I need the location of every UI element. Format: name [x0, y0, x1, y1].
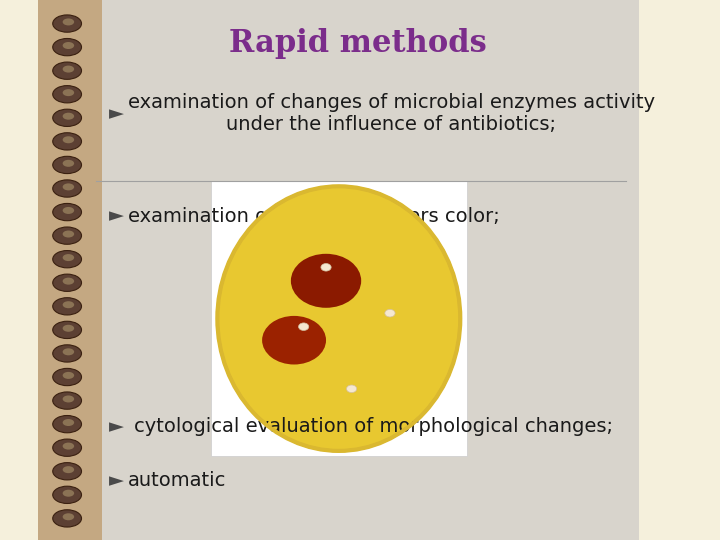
Ellipse shape — [63, 65, 74, 72]
Ellipse shape — [53, 15, 81, 32]
Ellipse shape — [63, 513, 74, 521]
Ellipse shape — [53, 38, 81, 56]
Ellipse shape — [53, 368, 81, 386]
Ellipse shape — [53, 156, 81, 173]
Ellipse shape — [63, 395, 74, 402]
Ellipse shape — [63, 419, 74, 426]
Ellipse shape — [53, 486, 81, 503]
Ellipse shape — [63, 160, 74, 167]
Ellipse shape — [53, 510, 81, 527]
Ellipse shape — [63, 325, 74, 332]
Ellipse shape — [63, 348, 74, 355]
Text: Rapid methods: Rapid methods — [229, 28, 487, 59]
Ellipse shape — [63, 42, 74, 49]
Ellipse shape — [53, 133, 81, 150]
Text: ►: ► — [109, 471, 124, 490]
Ellipse shape — [53, 109, 81, 126]
Ellipse shape — [53, 439, 81, 456]
Ellipse shape — [299, 323, 309, 330]
Ellipse shape — [291, 254, 361, 308]
Ellipse shape — [53, 298, 81, 315]
Bar — [211, 181, 467, 456]
Ellipse shape — [63, 443, 74, 450]
Text: ►: ► — [109, 206, 124, 226]
Ellipse shape — [53, 204, 81, 221]
Ellipse shape — [63, 89, 74, 96]
Ellipse shape — [53, 251, 81, 268]
Ellipse shape — [53, 86, 81, 103]
Ellipse shape — [63, 278, 74, 285]
Text: ►: ► — [109, 104, 124, 123]
Ellipse shape — [53, 392, 81, 409]
Ellipse shape — [63, 113, 74, 120]
Ellipse shape — [53, 415, 81, 433]
Ellipse shape — [385, 309, 395, 317]
Ellipse shape — [217, 186, 460, 451]
Ellipse shape — [53, 463, 81, 480]
Ellipse shape — [63, 18, 74, 25]
Ellipse shape — [63, 372, 74, 379]
Ellipse shape — [63, 301, 74, 308]
Ellipse shape — [262, 316, 326, 364]
Ellipse shape — [63, 231, 74, 238]
Ellipse shape — [63, 490, 74, 497]
Text: examination of redox-indicators color;: examination of redox-indicators color; — [128, 206, 500, 226]
Text: cytological evaluation of morphological changes;: cytological evaluation of morphological … — [134, 417, 613, 436]
Ellipse shape — [63, 254, 74, 261]
Ellipse shape — [53, 227, 81, 244]
Ellipse shape — [63, 136, 74, 143]
Ellipse shape — [321, 264, 331, 271]
Ellipse shape — [53, 62, 81, 79]
Bar — [38, 0, 102, 540]
Ellipse shape — [63, 184, 74, 191]
Text: automatic: automatic — [128, 471, 226, 490]
Ellipse shape — [53, 180, 81, 197]
Ellipse shape — [53, 274, 81, 292]
Text: examination of changes of microbial enzymes activity
under the influence of anti: examination of changes of microbial enzy… — [128, 93, 655, 134]
Ellipse shape — [63, 207, 74, 214]
FancyBboxPatch shape — [77, 0, 639, 540]
Ellipse shape — [63, 466, 74, 473]
Text: ►: ► — [109, 417, 124, 436]
Ellipse shape — [346, 385, 356, 393]
Ellipse shape — [53, 345, 81, 362]
Ellipse shape — [53, 321, 81, 339]
